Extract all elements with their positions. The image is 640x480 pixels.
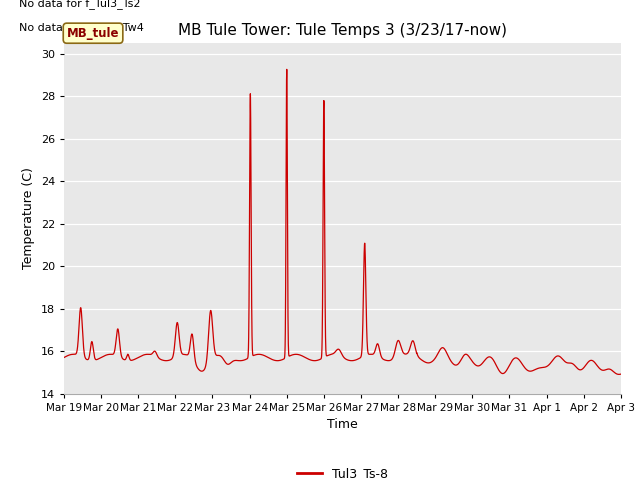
X-axis label: Time: Time [327, 418, 358, 431]
Text: MB_tule: MB_tule [67, 27, 119, 40]
Legend: Tul3_Ts-8: Tul3_Ts-8 [292, 462, 393, 480]
Title: MB Tule Tower: Tule Temps 3 (3/23/17-now): MB Tule Tower: Tule Temps 3 (3/23/17-now… [178, 23, 507, 38]
Text: No data for f_Tul3_Ts2: No data for f_Tul3_Ts2 [19, 0, 141, 9]
Y-axis label: Temperature (C): Temperature (C) [22, 168, 35, 269]
Text: No data for f_Tul3_Tw4: No data for f_Tul3_Tw4 [19, 22, 145, 33]
